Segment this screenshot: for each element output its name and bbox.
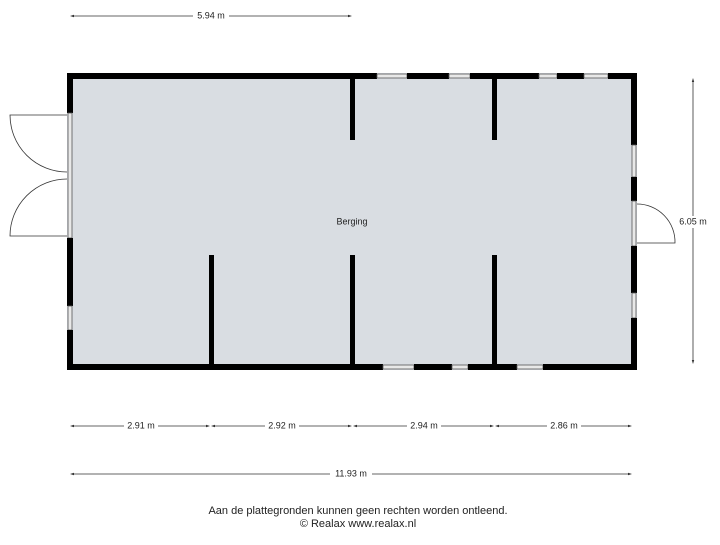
dimension-label: 6.05 m: [679, 216, 707, 226]
dimension-label: 2.91 m: [127, 420, 155, 430]
doors: [9, 114, 676, 244]
label-bg: [193, 10, 229, 22]
dimension-label: 2.94 m: [410, 420, 438, 430]
dimension-label: 11.93 m: [335, 468, 367, 478]
dimension-label: 2.86 m: [550, 420, 578, 430]
dimension-label: 5.94 m: [197, 10, 225, 20]
dimension-label: 2.92 m: [268, 420, 296, 430]
disclaimer: Aan de plattegronden kunnen geen rechten…: [208, 505, 507, 517]
label-bg: [407, 420, 441, 432]
walls: [67, 73, 637, 370]
label-bg: [676, 216, 710, 228]
label-bg: [547, 420, 581, 432]
room-label: Berging: [336, 216, 367, 226]
label-bg: [330, 468, 372, 480]
copyright: © Realax www.realax.nl: [300, 518, 416, 530]
label-bg: [265, 420, 299, 432]
label-bg: [124, 420, 158, 432]
